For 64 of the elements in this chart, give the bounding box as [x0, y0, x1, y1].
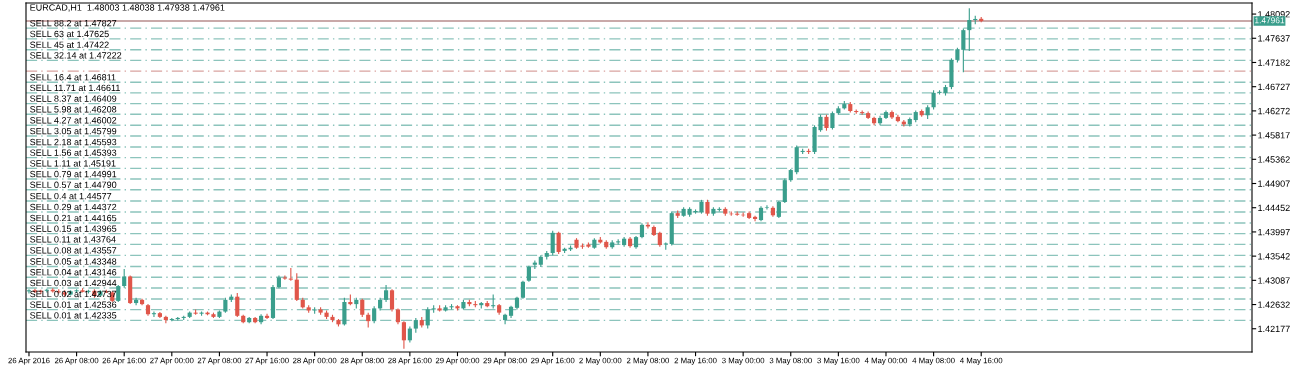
ref-line-label: SELL 45 at 1.47422	[30, 41, 109, 48]
ref-line-label: SELL 0.79 at 1.44991	[30, 170, 117, 178]
ref-line-label: SELL 0.57 at 1.44790	[30, 181, 117, 188]
y-tick-label: 1.42177	[1258, 325, 1290, 333]
chart-title: EURCAD,H1 1.48003 1.48038 1.47938 1.47961	[30, 4, 225, 12]
candlestick	[282, 274, 287, 281]
y-tick-label: 1.43542	[1258, 253, 1290, 260]
ref-line-label: SELL 0.15 at 1.43965	[30, 225, 117, 232]
ref-line-label: SELL 0.01 at 1.42536	[30, 301, 117, 308]
ref-line-label: SELL 0.11 at 1.43764	[30, 236, 116, 243]
ref-line-label: SELL 1.56 at 1.45393	[30, 149, 117, 156]
y-tick-label: 1.45362	[1258, 156, 1290, 163]
candlestick	[163, 315, 168, 324]
candlestick	[556, 231, 561, 255]
y-tick-label: 1.47182	[1258, 59, 1290, 66]
ref-line-label: SELL 0.4 at 1.44577	[30, 192, 112, 200]
candlestick	[967, 7, 972, 52]
candlestick	[342, 297, 347, 326]
candlestick	[389, 288, 395, 313]
candlestick	[782, 178, 787, 204]
y-tick-label: 1.46272	[1258, 107, 1290, 115]
y-tick-label: 1.42632	[1258, 301, 1290, 308]
y-tick-label: 1.46727	[1258, 83, 1290, 91]
candlestick	[830, 110, 835, 131]
ref-line-label: SELL 2.18 at 1.45593	[30, 138, 117, 146]
candlestick	[235, 292, 240, 318]
candlestick	[360, 298, 365, 318]
ref-line-label: SELL 0.21 at 1.44165	[30, 214, 117, 222]
candlestick	[122, 268, 127, 289]
ref-line-label: SELL 16.4 at 1.46811	[30, 74, 116, 81]
ref-line-label: SELL 0.05 at 1.43348	[30, 258, 117, 265]
y-tick-label: 1.43997	[1258, 228, 1290, 236]
ref-line-label: SELL 88.2 at 1.47827	[30, 19, 117, 27]
ref-line-label: SELL 0.03 at 1.42944	[30, 279, 117, 287]
ref-line-label: SELL 5.98 at 1.46208	[30, 106, 117, 113]
ref-line-label: SELL 11.71 at 1.46611	[30, 84, 120, 92]
y-tick-label: 1.44907	[1258, 180, 1290, 187]
candlestick	[764, 204, 770, 210]
candlestick	[401, 320, 406, 350]
ref-line-label: SELL 8.37 at 1.46409	[30, 95, 117, 102]
candlestick	[931, 89, 936, 110]
candlestick	[26, 288, 32, 295]
y-tick-label: 1.44452	[1258, 204, 1290, 212]
y-tick-label: 1.48092	[1258, 11, 1290, 18]
candlestick	[134, 297, 139, 306]
ref-line-label: 1.47961	[1255, 17, 1285, 24]
ref-line-label: SELL 3.05 at 1.45799	[30, 127, 117, 135]
ref-line-label: SELL 63 at 1.47625	[30, 30, 109, 38]
candlestick	[294, 272, 299, 302]
y-tick-label: 1.45817	[1258, 132, 1290, 139]
candlestick	[520, 280, 526, 300]
ref-line-label: SELL 0.04 at 1.43146	[30, 269, 117, 276]
ref-line-label: SELL 4.27 at 1.46002	[30, 117, 117, 124]
ref-line-label: SELL 0.08 at 1.43557	[30, 247, 117, 254]
ref-line-label: SELL 32.14 at 1.47222	[30, 52, 122, 59]
y-tick-label: 1.43087	[1258, 277, 1290, 284]
candlestick	[151, 311, 157, 318]
candlestick	[425, 306, 430, 330]
candlestick	[961, 27, 966, 73]
ref-line-label: SELL 0.29 at 1.44372	[30, 203, 117, 211]
y-tick-label: 1.47637	[1258, 35, 1290, 42]
ref-line-label: SELL 0.01 at 1.42335	[30, 312, 117, 319]
ref-line-label: SELL 1.11 at 1.45191	[30, 160, 116, 167]
candlestick	[550, 230, 555, 256]
